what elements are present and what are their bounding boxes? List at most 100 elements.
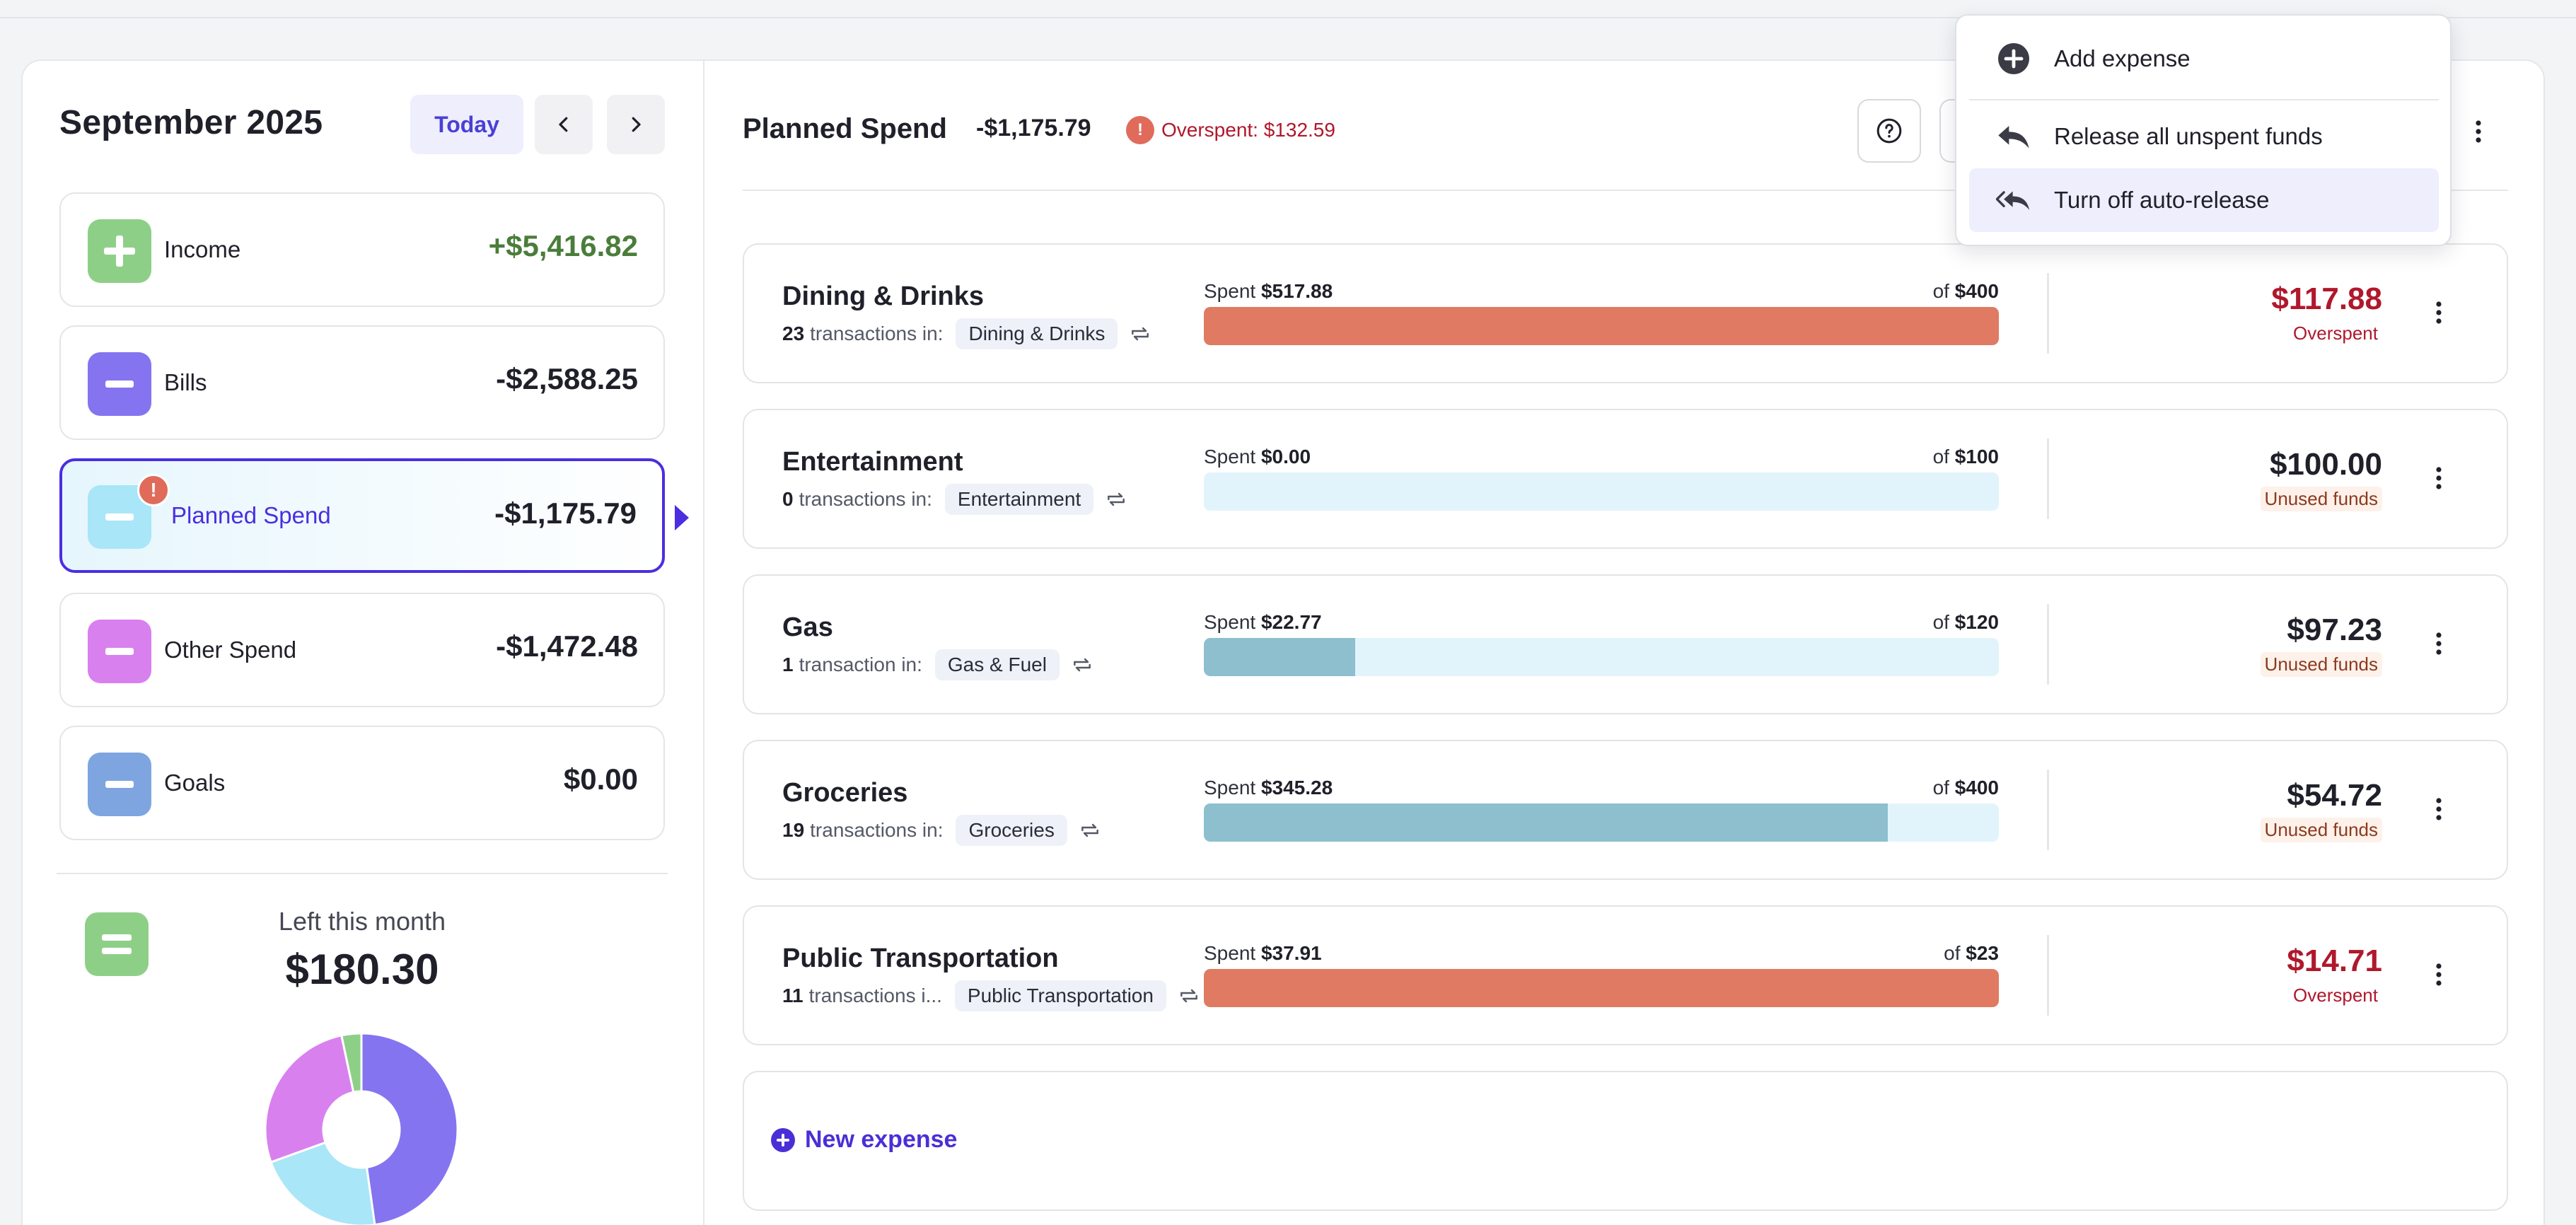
transaction-count: 1 [782, 654, 794, 675]
category-card-bills[interactable]: Bills -$2,588.25 [59, 325, 665, 440]
transaction-label: transactions i... [808, 985, 942, 1006]
alert-icon: ! [1126, 116, 1154, 144]
budget-label: of $400 [1932, 280, 1999, 302]
divider [2047, 439, 2049, 519]
progress-fill [1204, 969, 1999, 1007]
next-month-button[interactable] [607, 95, 665, 154]
menu-item-add-expense[interactable]: Add expense [1969, 27, 2439, 91]
status-label: Unused funds [2260, 487, 2382, 511]
progress-bar [1204, 638, 1999, 676]
spent-amount: $517.88 [1260, 280, 1333, 302]
planned-spend-total: -$1,175.79 [976, 115, 1091, 141]
today-button[interactable]: Today [410, 95, 523, 154]
row-more-button[interactable] [2425, 458, 2453, 498]
plus-icon [88, 219, 151, 283]
budget-label: of $120 [1932, 611, 1999, 633]
spent-label: Spent $0.00 [1204, 446, 1311, 468]
transaction-count: 23 [782, 323, 805, 344]
kebab-icon [2476, 120, 2481, 143]
spent-amount: $0.00 [1260, 446, 1311, 468]
expense-row[interactable]: Groceries 19 transactions in: Groceries Spen… [743, 740, 2508, 880]
expense-row[interactable]: Entertainment 0 transactions in: Entertainm… [743, 409, 2508, 549]
new-expense-button[interactable]: New expense [771, 1126, 957, 1154]
minus-icon [88, 352, 151, 416]
repeat-icon [1129, 323, 1151, 345]
progress-fill [1204, 803, 1888, 842]
budget-label: of $100 [1932, 446, 1999, 468]
transaction-label: transaction in: [799, 654, 922, 675]
expense-name: Entertainment [782, 447, 963, 477]
category-tag[interactable]: Public Transportation [954, 980, 1166, 1011]
menu-divider [1969, 99, 2439, 100]
remaining-amount: $14.71 [2287, 944, 2382, 978]
expense-name: Gas [782, 612, 833, 642]
donut-segment-other-spend [264, 1034, 355, 1164]
new-expense-label: New expense [805, 1126, 958, 1153]
more-options-button[interactable] [2461, 112, 2495, 151]
category-card-income[interactable]: Income +$5,416.82 [59, 192, 665, 307]
transaction-label: transactions in: [799, 488, 932, 510]
category-label: Goals [164, 770, 226, 796]
divider [2047, 935, 2049, 1016]
category-card-planned-spend[interactable]: ! Planned Spend -$1,175.79 [59, 458, 665, 573]
remaining-amount: $54.72 [2287, 778, 2382, 813]
help-button[interactable] [1857, 99, 1921, 163]
reply-all-icon [1996, 182, 2031, 218]
category-card-other-spend[interactable]: Other Spend -$1,472.48 [59, 593, 665, 707]
category-tag[interactable]: Entertainment [944, 484, 1094, 515]
expense-row[interactable]: Dining & Drinks 23 transactions in: Dining … [743, 243, 2508, 383]
row-more-button[interactable] [2425, 789, 2453, 829]
spent-amount: $22.77 [1260, 611, 1322, 633]
menu-item-turn-off-auto-release[interactable]: Turn off auto-release [1969, 168, 2439, 232]
divider [2047, 604, 2049, 685]
budget-label: of $23 [1944, 942, 1999, 964]
top-bar [0, 0, 2576, 18]
repeat-icon [1105, 488, 1127, 511]
prev-month-button[interactable] [535, 95, 593, 154]
divider [2047, 273, 2049, 354]
spent-label: Spent $37.91 [1204, 942, 1322, 964]
budget-amount: $400 [1954, 280, 1999, 302]
remaining-amount: $97.23 [2287, 612, 2382, 647]
category-tag[interactable]: Dining & Drinks [956, 318, 1118, 349]
category-label: Income [164, 236, 241, 262]
category-amount: -$1,472.48 [496, 629, 638, 663]
budget-amount: $23 [1966, 942, 1999, 964]
menu-item-label: Turn off auto-release [2054, 187, 2270, 213]
minus-icon [88, 753, 151, 816]
row-more-button[interactable] [2425, 955, 2453, 994]
transaction-count: 19 [782, 819, 805, 841]
progress-bar [1204, 803, 1999, 842]
category-tag[interactable]: Groceries [956, 815, 1067, 846]
month-title: September 2025 [59, 104, 323, 141]
menu-item-release-unspent[interactable]: Release all unspent funds [1969, 105, 2439, 168]
spent-label: Spent $22.77 [1204, 611, 1322, 633]
spend-donut-chart [264, 1032, 459, 1225]
repeat-icon [1178, 985, 1200, 1007]
spent-label: Spent $517.88 [1204, 280, 1333, 302]
row-more-button[interactable] [2425, 624, 2453, 663]
plus-circle-icon [771, 1127, 795, 1152]
row-more-button[interactable] [2425, 293, 2453, 332]
expense-transactions: 19 transactions in: Groceries [782, 815, 1101, 846]
more-options-menu: Add expense Release all unspent funds Tu… [1955, 14, 2452, 246]
chevron-left-icon [559, 117, 568, 132]
expense-transactions: 0 transactions in: Entertainment [782, 484, 1127, 515]
category-card-goals[interactable]: Goals $0.00 [59, 726, 665, 840]
status-label: Unused funds [2260, 652, 2382, 677]
spent-amount: $37.91 [1260, 942, 1322, 964]
category-label: Bills [164, 369, 207, 395]
category-tag[interactable]: Gas & Fuel [934, 649, 1060, 680]
divider [57, 873, 668, 874]
alert-badge: ! [137, 474, 170, 506]
divider [2047, 770, 2049, 850]
expense-transactions: 1 transaction in: Gas & Fuel [782, 649, 1093, 680]
status-label: Overspent [2293, 323, 2378, 344]
equals-icon [85, 912, 149, 976]
expense-row[interactable]: Gas 1 transaction in: Gas & Fuel Spent $22.7… [743, 574, 2508, 714]
budget-amount: $120 [1954, 611, 1999, 633]
budget-label: of $400 [1932, 777, 1999, 799]
expense-row[interactable]: Public Transportation 11 transactions i...… [743, 905, 2508, 1045]
kebab-icon [2436, 301, 2442, 324]
menu-item-label: Release all unspent funds [2054, 123, 2323, 149]
